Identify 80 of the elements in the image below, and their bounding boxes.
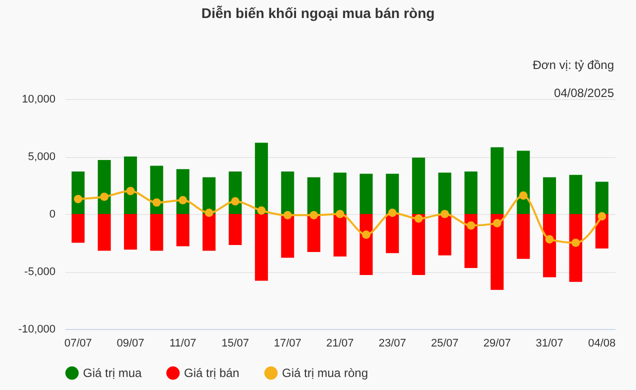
bar [334,172,346,214]
x-tick-label: 31/07 [536,338,564,350]
bar [412,214,426,275]
bar [516,150,530,214]
bar [412,158,426,214]
point [519,191,528,200]
text: Đơn vị: tỷ đồng [532,58,614,72]
bar [124,214,137,250]
point [545,235,554,244]
bar [176,214,190,246]
point [336,210,344,218]
point [152,198,161,207]
bar [281,214,294,258]
y-tick-label: -10,000 [18,324,56,336]
bar [569,214,582,282]
x-tick-label: 23/07 [378,338,406,350]
y-tick-label: 5,000 [28,151,56,163]
bar [307,177,320,214]
bar [438,172,452,214]
bar [202,214,216,251]
point [414,214,423,223]
bar [254,214,268,281]
x-tick-label: 09/07 [116,338,144,350]
x-tick-label: 07/07 [64,338,92,350]
y-tick-label: 10,000 [22,94,56,106]
point [100,192,108,201]
bar [124,156,137,214]
bar [72,214,85,243]
bar [386,214,399,254]
y-tick-label: -5,000 [24,266,56,278]
bar [490,214,504,290]
bar [98,160,111,214]
bar [150,214,164,251]
legend-label: Giá trị mua ròng [282,366,368,380]
point [388,208,397,218]
y-tick-label: 0 [49,208,56,220]
legend-label: Giá trị mua [83,366,142,380]
bar [307,214,320,252]
bar [464,171,478,214]
bar [334,214,346,257]
point [492,219,502,228]
bar [228,214,242,246]
point [362,230,370,239]
bar [516,214,530,259]
x-tick-label: 11/07 [170,338,196,350]
point [598,212,606,220]
chart-title: Diễn biến khối ngoại mua bán ròng [201,5,435,21]
legend-label: Giá trị bán [184,366,240,380]
bar [543,214,556,278]
bar [438,214,452,256]
x-tick-label: 29/07 [483,338,511,350]
point [126,186,135,196]
point [204,208,214,218]
bar [254,142,268,214]
bar [543,177,556,214]
bar [202,177,216,214]
point [257,206,266,215]
x-tick-label: 15/07 [221,338,250,350]
point [310,210,318,220]
point [74,194,82,204]
bar [98,214,111,251]
x-tick-label: 17/07 [274,338,302,350]
point [283,210,292,220]
bar [360,214,373,275]
point [466,221,476,230]
bar [464,214,478,268]
bar [281,171,294,214]
bar [360,174,373,214]
bar [569,174,582,214]
point [572,238,580,247]
point [231,197,240,206]
annotation: 04/08/2025 [554,86,614,100]
point [178,196,188,204]
x-tick-label: 04/08 [588,338,616,350]
x-tick-label: 25/07 [430,338,459,350]
bar [386,174,399,214]
bar [595,182,608,214]
x-tick-label: 21/07 [326,338,354,350]
point [440,210,449,218]
bar [490,147,504,214]
